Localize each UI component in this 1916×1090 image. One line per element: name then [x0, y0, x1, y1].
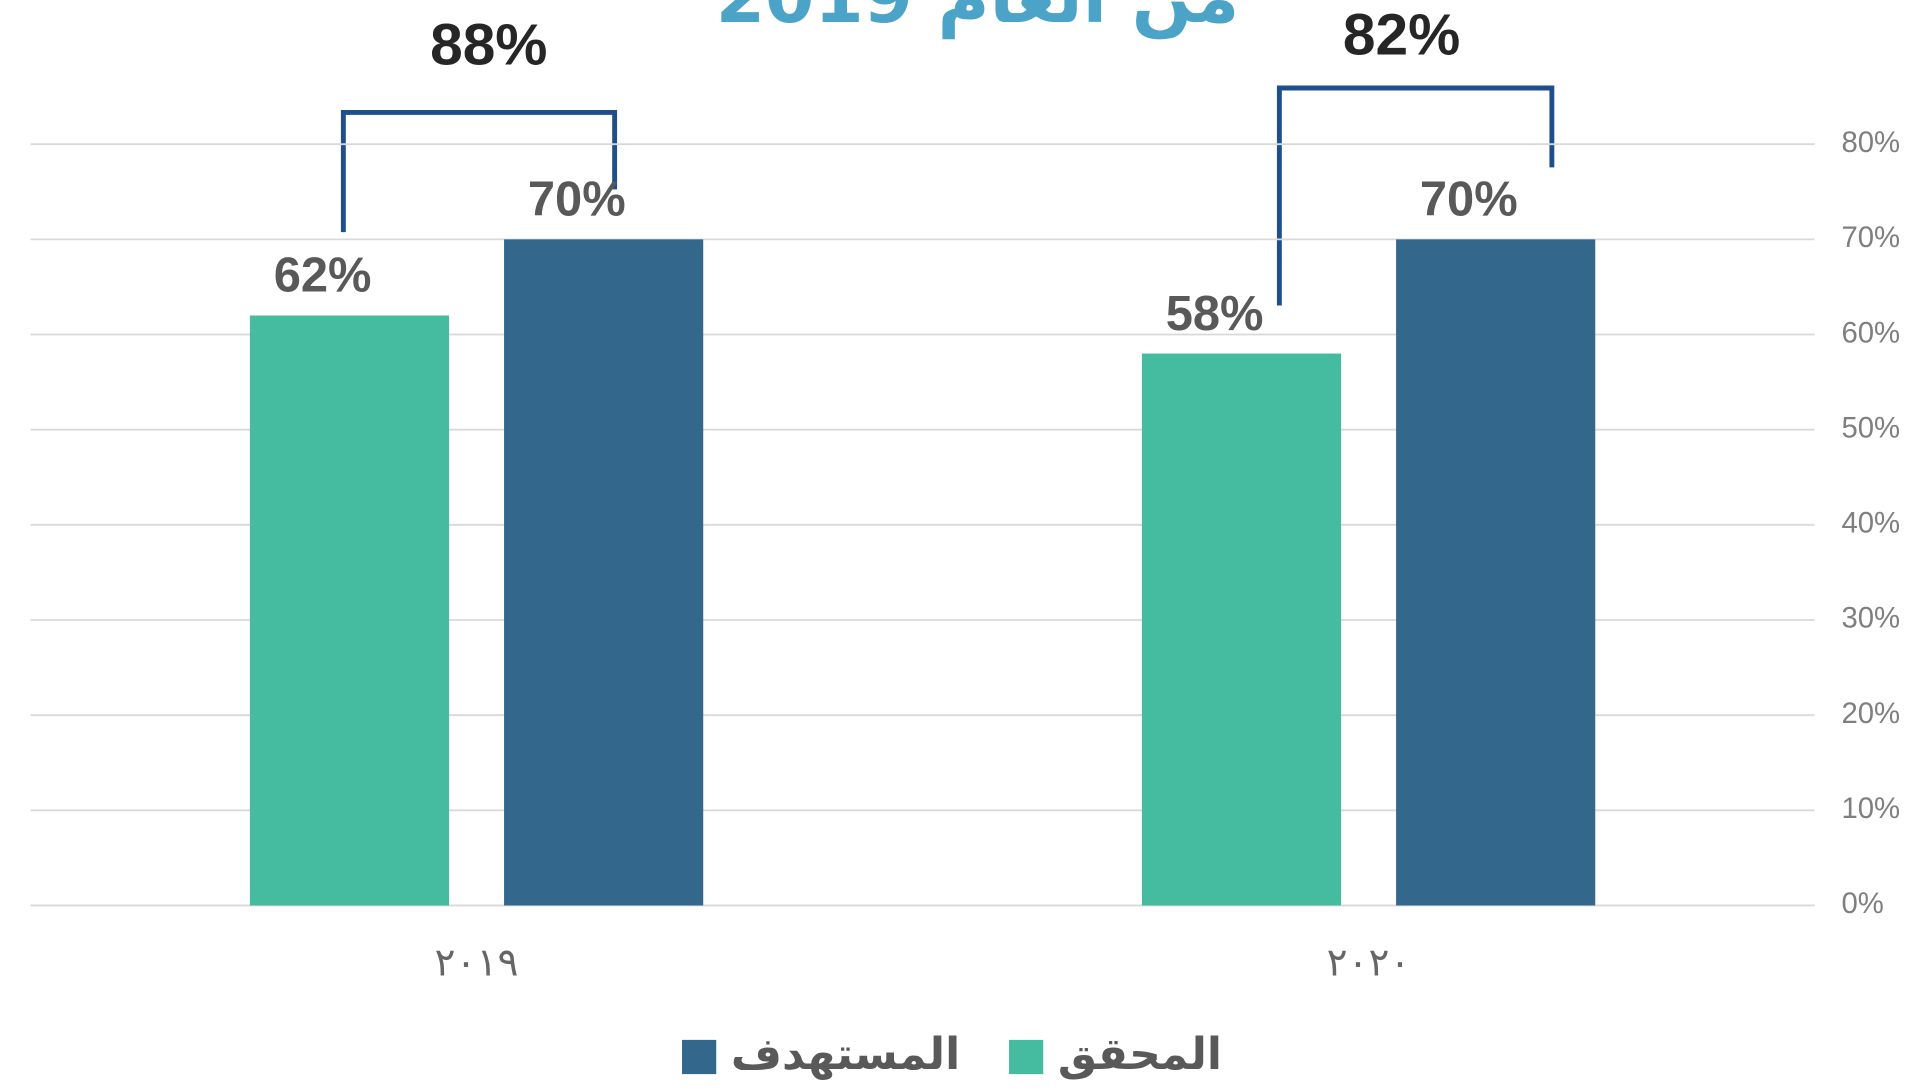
y-tick-label: 60%	[1841, 316, 1900, 349]
bar	[1396, 239, 1596, 906]
y-tick-label: 50%	[1841, 411, 1900, 444]
value-label: 58%	[1166, 287, 1264, 341]
y-tick-label: 20%	[1841, 697, 1900, 730]
chart-title: من العام 2019	[716, 0, 1240, 40]
y-tick-label: 80%	[1841, 126, 1900, 159]
legend-swatch	[1009, 1039, 1044, 1075]
x-tick-label: ٢٠٢٠	[1327, 940, 1411, 985]
y-tick-label: 30%	[1841, 602, 1900, 635]
y-tick-label: 0%	[1841, 887, 1883, 920]
y-tick-label: 40%	[1841, 507, 1900, 540]
value-label: 70%	[528, 173, 626, 227]
bar	[249, 315, 450, 906]
value-label: 70%	[1420, 173, 1518, 227]
bracket	[340, 109, 618, 233]
annotation: 88%	[430, 12, 547, 77]
legend-label: المستهدف	[731, 1029, 960, 1080]
bracket	[1276, 85, 1555, 306]
value-label: 62%	[274, 249, 372, 303]
legend-label: المحقق	[1058, 1029, 1222, 1080]
x-tick-label: ٢٠١٩	[435, 940, 519, 985]
bar	[504, 239, 704, 906]
legend-swatch	[682, 1039, 717, 1075]
annotation: 82%	[1343, 3, 1460, 68]
y-tick-label: 70%	[1841, 221, 1900, 254]
bar	[1141, 353, 1342, 906]
y-tick-label: 10%	[1841, 792, 1900, 825]
